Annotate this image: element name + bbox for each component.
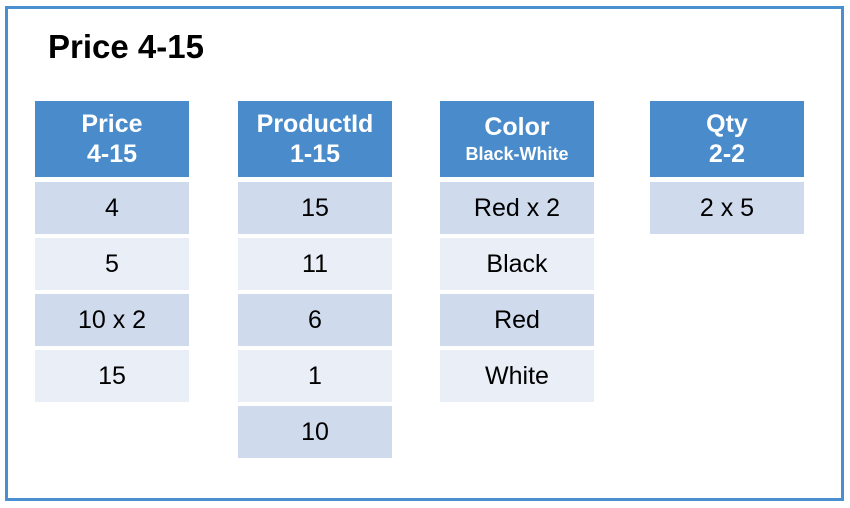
diagram-title: Price 4-15 (48, 28, 204, 65)
column-name: Color (484, 113, 550, 141)
column-name: Qty (706, 110, 748, 138)
value-cell: Red x 2 (440, 182, 594, 234)
value-cell: 2 x 5 (650, 182, 804, 234)
column-header: Price 4-15 (35, 101, 189, 177)
column-name: ProductId (256, 110, 374, 138)
column-color: Color Black-White Red x 2 Black Red White (440, 101, 594, 402)
column-header: ProductId 1-15 (238, 101, 392, 177)
value-cell: 15 (238, 182, 392, 234)
value-cell: 5 (35, 238, 189, 290)
column-range: Black-White (465, 144, 569, 164)
value-cell: White (440, 350, 594, 402)
value-cell: 1 (238, 350, 392, 402)
column-header: Color Black-White (440, 101, 594, 177)
column-range: 1-15 (289, 140, 341, 168)
column-range: 4-15 (86, 140, 138, 168)
column-range: 2-2 (708, 140, 746, 168)
column-qty: Qty 2-2 2 x 5 (650, 101, 804, 234)
column-productid: ProductId 1-15 15 11 6 1 10 (238, 101, 392, 458)
column-name: Price (81, 110, 143, 138)
value-cell: 15 (35, 350, 189, 402)
column-price: Price 4-15 4 5 10 x 2 15 (35, 101, 189, 402)
column-header: Qty 2-2 (650, 101, 804, 177)
value-cell: 6 (238, 294, 392, 346)
value-cell: Black (440, 238, 594, 290)
value-cell: 10 (238, 406, 392, 458)
value-cell: 10 x 2 (35, 294, 189, 346)
value-cell: Red (440, 294, 594, 346)
value-cell: 11 (238, 238, 392, 290)
value-cell: 4 (35, 182, 189, 234)
